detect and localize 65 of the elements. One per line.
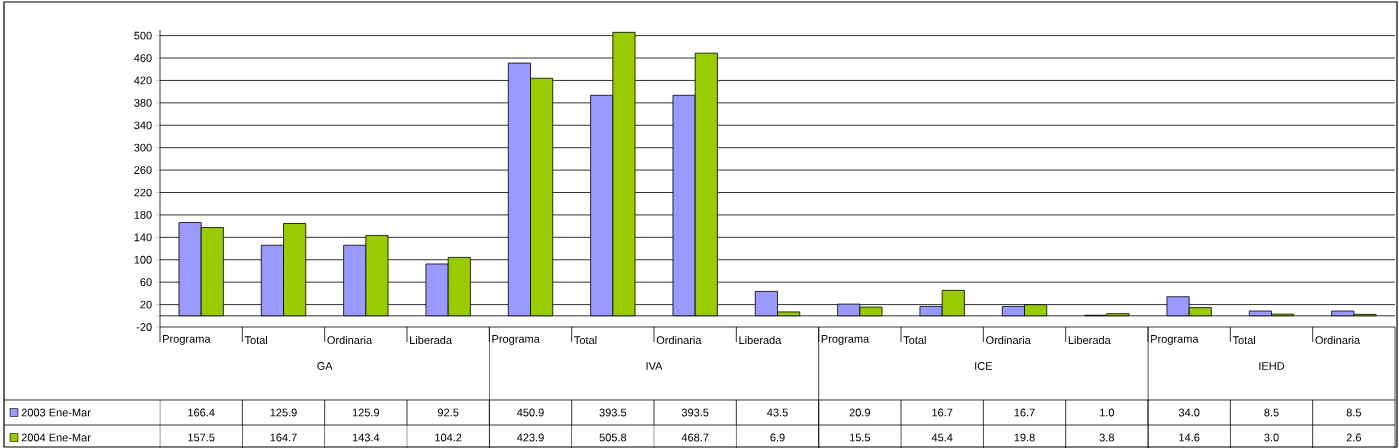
data-label: 14.6 [1179,433,1200,442]
y-tick-label: 220 [134,188,152,197]
y-tick-label: 500 [134,31,152,40]
data-label: 20.9 [849,408,871,417]
y-tick-label: 300 [134,143,152,152]
data-label: 16.7 [1014,408,1035,417]
data-label: 6.9 [770,433,785,442]
legend-label: 2003 Ene-Mar [21,408,91,417]
y-tick-label: 340 [134,121,152,130]
data-label: 157.5 [188,433,215,442]
data-label: 92.5 [437,408,459,417]
y-tick-label: 180 [134,211,152,219]
data-label: 16.7 [932,408,953,417]
data-label: 505.8 [599,433,627,442]
y-tick-label: 100 [134,255,152,264]
y-tick-label: 420 [134,76,152,85]
data-label: 450.9 [517,408,544,417]
y-tick-label: 140 [134,233,152,242]
text: ICE [975,362,993,370]
data-label: 45.4 [931,433,953,442]
data-label: 468.7 [681,433,709,442]
data-label: 143.4 [352,433,380,442]
x-tick-label: Ordinaria [327,335,373,345]
data-label: 393.5 [599,408,627,417]
data-label: 8.5 [1264,408,1279,417]
data-label: 3.8 [1099,433,1114,442]
y-tick-label: 60 [140,278,152,287]
text: GA [317,362,333,370]
x-tick-label: Liberada [739,335,782,345]
data-label: 104.2 [435,433,462,442]
x-tick-label: Programa [492,335,540,345]
data-label: 125.9 [352,408,380,417]
x-tick-label: Ordinaria [656,335,702,345]
x-tick-label: Ordinaria [1315,335,1361,345]
x-tick-label: Liberada [410,335,453,345]
x-tick-label: Programa [1151,335,1199,345]
y-tick-label: 380 [134,98,152,107]
data-label: 125.9 [270,408,297,417]
data-label: 15.5 [849,433,871,442]
data-label: 166.4 [188,408,215,417]
x-tick-label: Ordinaria [986,335,1031,345]
y-tick-label: 460 [134,54,152,62]
data-label: 164.7 [270,433,297,442]
y-tick-label: 260 [134,166,152,174]
data-label: 1.0 [1100,408,1115,417]
data-label: 34.0 [1178,408,1200,417]
data-label: 393.5 [681,408,709,417]
x-tick-label: Total [574,335,597,345]
x-tick-label: Total [1232,335,1256,345]
data-label: 19.8 [1014,433,1035,442]
text: IEHD [1259,362,1285,370]
x-tick-label: Total [903,335,926,345]
y-tick-label: -20 [136,323,152,331]
text: IVA [646,362,663,370]
legend-label: 2004 Ene-Mar [21,433,91,442]
x-tick-label: Total [244,335,268,345]
data-label: 43.5 [767,408,788,417]
data-label: 423.9 [517,433,544,442]
x-tick-label: Programa [821,335,870,345]
x-tick-label: Liberada [1068,335,1111,345]
data-label: 8.5 [1346,408,1362,417]
x-tick-label: Programa [163,335,211,345]
data-label: 2.6 [1346,433,1361,442]
data-label: 3.0 [1264,433,1279,442]
y-tick-label: 20 [140,300,152,309]
